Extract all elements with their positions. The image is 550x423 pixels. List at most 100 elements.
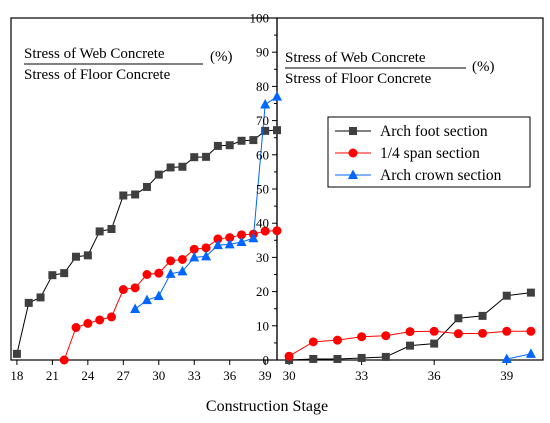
series-2-point xyxy=(284,351,294,361)
series-1-line-panel-2 xyxy=(289,292,531,361)
series-2-point xyxy=(272,226,282,236)
series-3-point xyxy=(153,290,164,301)
series-1-point xyxy=(24,298,33,307)
series-1-point xyxy=(273,126,281,135)
series-1-point xyxy=(36,293,45,302)
series-2-point xyxy=(332,335,342,345)
series-1-point xyxy=(357,353,366,362)
series-3-point xyxy=(236,236,247,247)
series-1-point xyxy=(119,191,128,200)
series-1-line-panel-1 xyxy=(16,129,278,354)
x-tick-label: 36 xyxy=(223,368,237,383)
legend-marker-1 xyxy=(349,127,357,135)
series-2-point xyxy=(357,332,367,342)
series-1-point xyxy=(381,352,390,361)
series-2-point xyxy=(429,326,439,336)
series-2-point xyxy=(177,254,187,264)
legend: Arch foot section 1/4 span section Arch cr… xyxy=(327,116,531,188)
series-2-point xyxy=(225,233,235,243)
y-tick-label: 90 xyxy=(256,45,269,60)
y-tick-label: 100 xyxy=(250,11,270,26)
series-3-point xyxy=(201,250,212,261)
series-2-point xyxy=(308,337,318,347)
series-1-point xyxy=(48,271,57,280)
series-1-point xyxy=(166,163,175,172)
legend-label-3: Arch crown section xyxy=(380,167,502,184)
series-2 xyxy=(59,226,536,365)
annotation-left: Stress of Web Concrete Stress of Floor C… xyxy=(24,46,233,83)
series-3-line-panel-2 xyxy=(506,353,532,360)
series-3-point xyxy=(224,238,235,249)
series-1-point xyxy=(502,291,511,300)
y-tick-label: 50 xyxy=(256,182,269,197)
series-1-point xyxy=(154,170,163,179)
x-tick-label: 39 xyxy=(500,368,513,383)
series-1-point xyxy=(225,141,234,150)
series-1-point xyxy=(178,162,187,171)
series-3-point xyxy=(525,348,536,358)
series-1-point xyxy=(261,126,270,135)
tick-labels: 18 21 24 27 30 33 36 39 30 33 36 390102030405060708… xyxy=(10,11,513,384)
series-3-point xyxy=(272,91,282,101)
series-2-point xyxy=(118,285,128,295)
series-1-point xyxy=(309,354,318,363)
series-layer xyxy=(12,91,536,365)
series-1-point xyxy=(478,311,487,320)
series-2-point xyxy=(83,318,93,328)
series-1-point xyxy=(202,152,211,161)
series-1-point xyxy=(190,153,199,162)
series-2-point xyxy=(213,234,223,244)
series-1-point xyxy=(333,354,342,363)
series-1 xyxy=(12,126,535,364)
series-1-point xyxy=(83,251,92,260)
x-tick-label: 30 xyxy=(152,368,165,383)
legend-marker-2 xyxy=(348,148,358,158)
series-3-point xyxy=(130,303,141,314)
series-2-point xyxy=(106,312,116,322)
series-1-point xyxy=(249,136,258,145)
series-2-point xyxy=(201,243,211,253)
series-2-point xyxy=(189,244,199,254)
x-tick-label: 18 xyxy=(10,368,23,383)
x-tick-label: 36 xyxy=(428,368,442,383)
x-tick-label: 33 xyxy=(188,368,201,383)
series-1-point xyxy=(430,339,439,348)
series-1-point xyxy=(131,190,140,199)
series-2-point xyxy=(166,256,176,266)
series-1-point xyxy=(95,227,104,236)
y-tick-label: 10 xyxy=(256,318,269,333)
series-1-point xyxy=(454,314,463,323)
x-tick-label: 33 xyxy=(355,368,368,383)
y-tick-label: 70 xyxy=(256,113,269,128)
y-tick-label: 30 xyxy=(256,250,269,265)
annotation-left-denominator: Stress of Floor Concrete xyxy=(24,67,171,83)
series-1-point xyxy=(526,288,535,297)
series-3-line-panel-1 xyxy=(134,96,278,310)
x-tick-label: 27 xyxy=(117,368,131,383)
y-tick-label: 0 xyxy=(263,353,270,368)
series-2-point xyxy=(59,355,69,365)
series-2-point xyxy=(502,326,512,336)
y-tick-label: 80 xyxy=(256,79,269,94)
series-3-point xyxy=(212,239,223,250)
series-1-point xyxy=(12,349,21,358)
y-tick-label: 60 xyxy=(256,147,269,162)
series-2-line-panel-1 xyxy=(63,230,278,361)
series-3-point xyxy=(141,294,152,305)
series-2-point xyxy=(405,327,415,337)
series-1-point xyxy=(107,225,116,234)
series-3-point xyxy=(248,232,259,243)
series-1-point xyxy=(142,182,151,191)
series-2-point xyxy=(478,328,488,338)
annotation-left-unit: (%) xyxy=(210,49,233,65)
series-1-point xyxy=(72,252,81,261)
series-1-point xyxy=(60,269,69,278)
series-2-point xyxy=(237,230,247,240)
series-2-point xyxy=(260,226,270,236)
x-tick-label: 39 xyxy=(259,368,272,383)
series-3 xyxy=(130,91,536,363)
series-2-point xyxy=(130,283,140,293)
series-2-point xyxy=(453,329,463,339)
series-2-point xyxy=(142,270,152,279)
